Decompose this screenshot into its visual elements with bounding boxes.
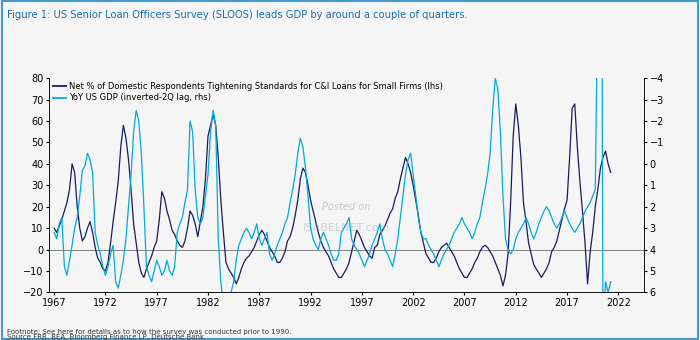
- Legend: Net % of Domestic Respondents Tightening Standards for C&I Loans for Small Firms: Net % of Domestic Respondents Tightening…: [53, 82, 443, 102]
- Text: ISABELNET.com: ISABELNET.com: [303, 223, 390, 233]
- Text: Footnote: See here for details as to how the survey was conducted prior to 1990.: Footnote: See here for details as to how…: [7, 329, 291, 335]
- Text: Figure 1: US Senior Loan Officers Survey (SLOOS) leads GDP by around a couple of: Figure 1: US Senior Loan Officers Survey…: [7, 10, 468, 20]
- Text: Source FRB, BEA, Bloomberg Finance LP, Deutsche Bank: Source FRB, BEA, Bloomberg Finance LP, D…: [7, 334, 204, 340]
- Text: Posted on: Posted on: [322, 202, 371, 212]
